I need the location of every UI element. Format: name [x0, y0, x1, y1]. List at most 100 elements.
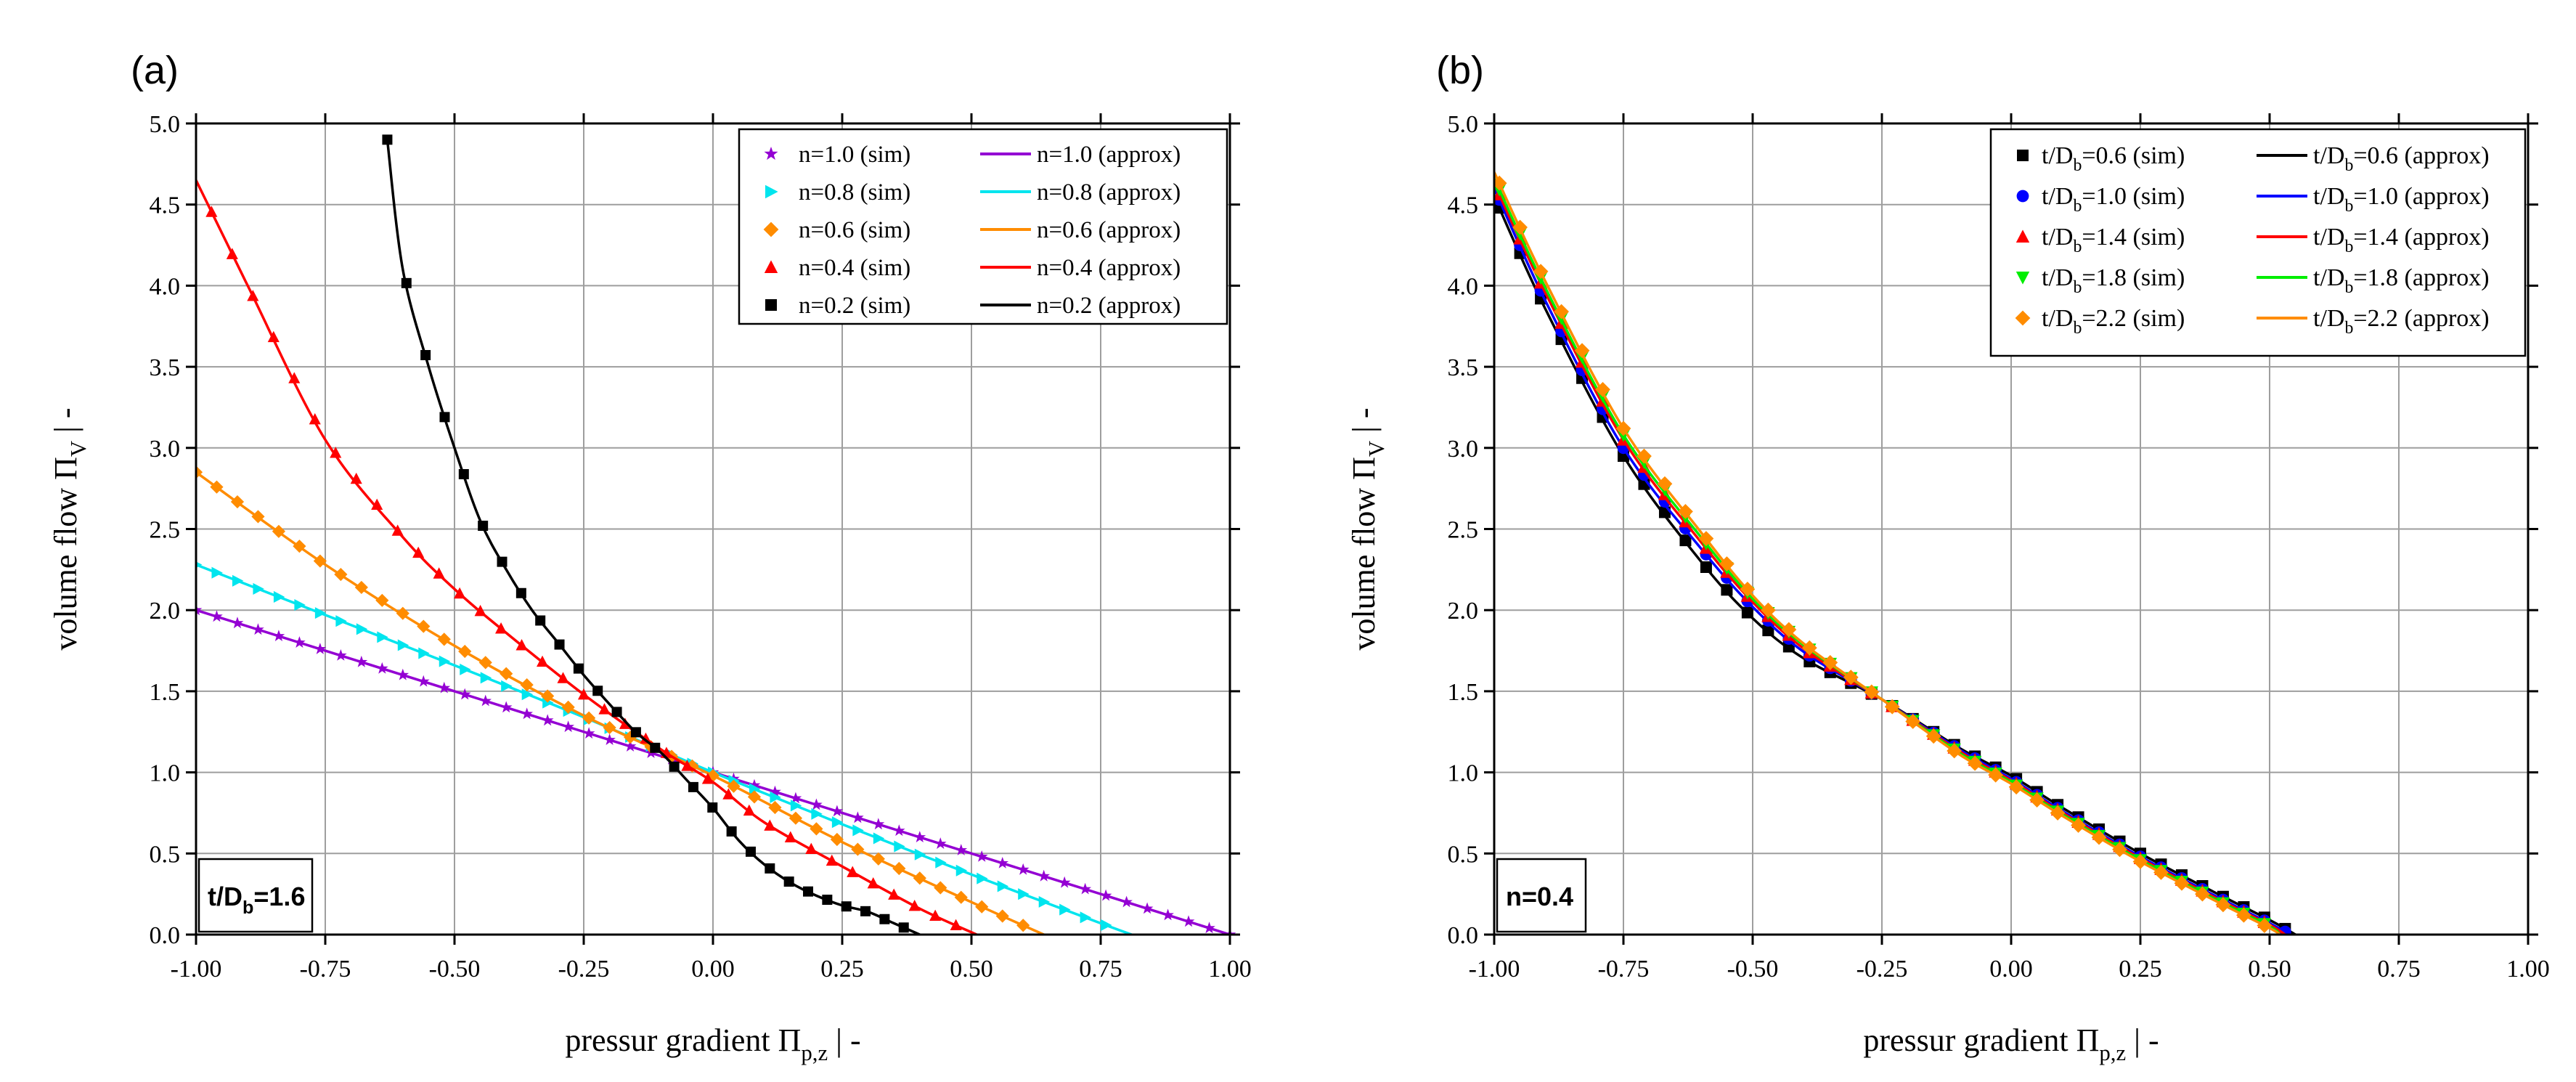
data-point	[867, 877, 879, 889]
data-point	[764, 819, 776, 831]
data-point	[1018, 888, 1030, 900]
data-point	[314, 643, 327, 654]
data-point	[1058, 876, 1071, 888]
data-point	[1762, 625, 1774, 637]
data-point	[1925, 728, 1941, 744]
data-point	[1988, 767, 2004, 783]
data-point	[226, 248, 238, 259]
data-point	[557, 672, 569, 683]
data-point	[784, 831, 796, 842]
legend-sim-label: n=0.6 (sim)	[799, 217, 910, 243]
data-point	[1637, 448, 1652, 464]
data-point	[611, 707, 622, 717]
data-point	[955, 864, 968, 876]
legend-item: n=0.4 (sim) n=0.4 (approx)	[764, 255, 1181, 281]
data-point	[417, 619, 431, 633]
data-point	[1719, 556, 1735, 571]
data-point	[497, 556, 508, 567]
data-point	[376, 662, 388, 674]
y-tick-label: 1.0	[150, 760, 181, 787]
y-tick-label: 3.0	[150, 436, 181, 463]
y-axis-label: volume flow ΠV | -	[48, 407, 91, 650]
data-point	[397, 639, 409, 651]
data-point	[630, 727, 641, 738]
data-point	[650, 742, 661, 753]
data-point	[577, 688, 590, 700]
data-point	[521, 688, 534, 701]
legend-marker	[764, 147, 778, 160]
data-point	[458, 688, 471, 700]
data-point	[1141, 902, 1154, 914]
data-point	[975, 900, 989, 914]
data-point	[500, 701, 513, 713]
data-point	[1182, 915, 1195, 927]
data-point	[335, 649, 347, 661]
annotation-frame	[197, 858, 314, 933]
data-point	[1080, 911, 1092, 924]
data-point	[454, 587, 466, 599]
data-point	[995, 909, 1009, 923]
data-point	[515, 639, 528, 651]
data-point	[914, 848, 926, 861]
data-point	[872, 818, 885, 830]
data-point	[688, 781, 698, 792]
y-tick-label: 4.0	[1448, 273, 1479, 300]
data-point	[1781, 622, 1797, 638]
y-tick-label: 2.5	[150, 517, 181, 544]
data-point	[822, 895, 833, 906]
data-point	[765, 863, 775, 874]
data-point	[873, 832, 885, 845]
y-tick-label: 2.5	[1448, 517, 1479, 544]
data-point	[908, 899, 921, 911]
legend-approx-label: t/Db=1.0 (approx)	[2313, 183, 2490, 216]
data-point	[334, 567, 348, 582]
legend-sim-label: t/Db=1.4 (sim)	[2042, 224, 2185, 256]
data-point	[847, 866, 859, 877]
data-point	[375, 593, 389, 607]
data-point	[2174, 875, 2190, 891]
x-tick-label: 1.00	[1208, 956, 1252, 983]
data-point	[418, 647, 430, 659]
data-point	[396, 606, 409, 620]
data-point	[495, 622, 508, 634]
data-point	[211, 610, 223, 622]
data-point	[975, 850, 988, 862]
data-point	[603, 720, 616, 735]
y-tick-label: 3.5	[150, 354, 181, 381]
data-point	[474, 604, 486, 617]
data-point	[747, 790, 762, 804]
annotation-box: n=0.4	[1496, 858, 1587, 933]
data-point	[769, 785, 781, 797]
x-axis-label: pressur gradient Πp,z | -	[1863, 1022, 2159, 1065]
legend-marker	[2017, 150, 2029, 161]
x-tick-label: -0.25	[558, 956, 610, 983]
data-point	[356, 623, 368, 635]
data-point	[293, 636, 306, 648]
data-point	[354, 580, 368, 595]
y-tick-label: 2.0	[150, 598, 181, 625]
data-point	[350, 472, 362, 484]
data-point	[520, 678, 534, 692]
data-point	[267, 330, 280, 343]
y-axis-label: volume flow ΠV | -	[1346, 407, 1389, 650]
legend-approx-label: n=1.0 (approx)	[1037, 142, 1181, 168]
data-point	[1721, 584, 1733, 596]
y-tick-label: 5.0	[1448, 111, 1479, 138]
data-point	[831, 805, 844, 817]
data-point	[273, 590, 285, 603]
data-point	[997, 880, 1009, 892]
legend-frame	[738, 128, 1228, 325]
data-point	[272, 524, 286, 538]
data-point	[1884, 699, 1900, 715]
data-point	[810, 822, 823, 836]
x-tick-label: 0.75	[2377, 956, 2421, 983]
data-point	[535, 615, 546, 626]
legend-marker	[763, 221, 779, 237]
data-point	[1554, 304, 1569, 320]
data-point	[810, 798, 823, 810]
y-tick-label: 4.0	[150, 273, 181, 300]
x-tick-label: -0.75	[300, 956, 351, 983]
data-point	[479, 694, 492, 707]
data-point	[1843, 670, 1859, 686]
